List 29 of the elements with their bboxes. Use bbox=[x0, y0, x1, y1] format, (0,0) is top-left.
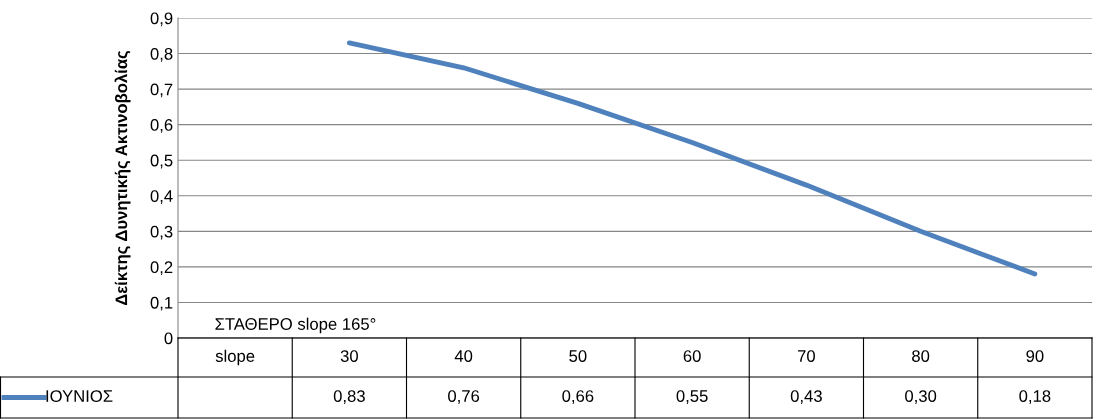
y-tick-label: 0,1 bbox=[150, 296, 173, 311]
x-tick-label: 40 bbox=[454, 350, 473, 362]
legend-label: ΙΟΥΝΙΟΣ bbox=[46, 390, 113, 402]
y-tick-label: 0,4 bbox=[150, 190, 173, 204]
x-tick-label: 50 bbox=[569, 350, 587, 362]
y-tick-label: 0,7 bbox=[150, 83, 173, 98]
annotation: ΣΤΑΘΕΡΟ slope 165° bbox=[215, 317, 376, 334]
data-label: 0,43 bbox=[790, 390, 822, 404]
y-tick-label: 0,5 bbox=[150, 154, 173, 169]
x-tick-label: 90 bbox=[1026, 350, 1044, 362]
data-label: 0,76 bbox=[448, 390, 480, 404]
x-tick-label: slope bbox=[215, 349, 255, 366]
x-tick-label: 80 bbox=[912, 350, 930, 362]
y-tick-label: 0,2 bbox=[150, 261, 173, 276]
y-tick-label: 0,8 bbox=[150, 47, 173, 62]
data-label: 0,83 bbox=[333, 390, 365, 404]
y-axis-title: Δείκτης Δυνητικής Ακτινοβολίας bbox=[114, 50, 131, 306]
y-tick-label: 0 bbox=[164, 332, 173, 345]
data-label: 0,18 bbox=[1019, 390, 1051, 404]
data-label: 0,66 bbox=[562, 390, 594, 404]
x-tick-label: 60 bbox=[683, 350, 701, 362]
y-tick-label: 0,6 bbox=[150, 119, 173, 133]
y-tick-label: 0,3 bbox=[150, 225, 173, 240]
data-label: 0,55 bbox=[676, 390, 708, 404]
y-tick-label: 0,9 bbox=[150, 12, 173, 27]
data-label: 0,30 bbox=[905, 390, 937, 404]
line-series bbox=[346, 40, 1038, 277]
x-tick-label: 30 bbox=[340, 350, 358, 362]
x-tick-label: 70 bbox=[797, 350, 815, 362]
